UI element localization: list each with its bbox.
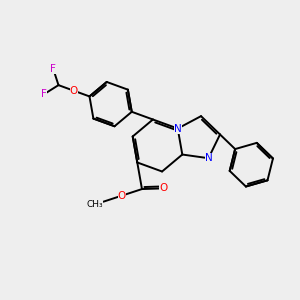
Text: F: F — [41, 89, 47, 99]
Text: F: F — [50, 64, 56, 74]
Text: N: N — [205, 153, 212, 163]
Text: N: N — [174, 124, 182, 134]
Text: CH₃: CH₃ — [86, 200, 103, 209]
Text: O: O — [70, 86, 78, 96]
Text: O: O — [118, 191, 126, 201]
Text: O: O — [159, 183, 167, 194]
